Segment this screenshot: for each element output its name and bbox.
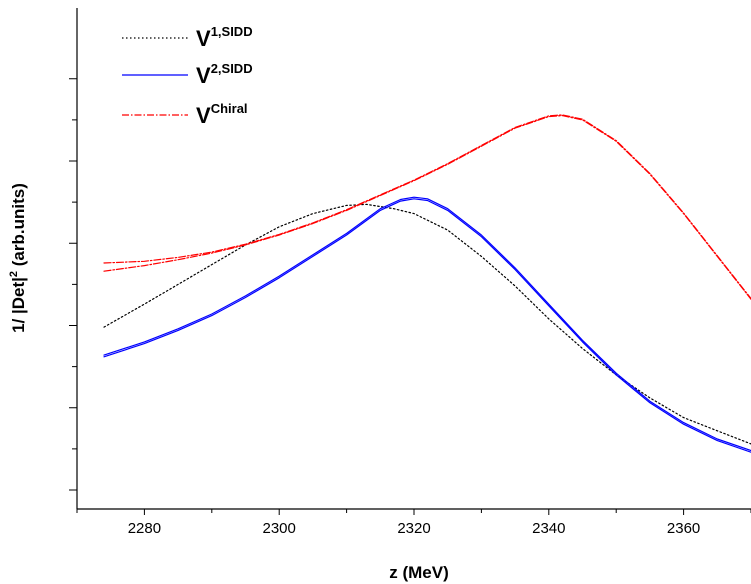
legend: V1,SIDD V2,SIDD VChiral	[122, 24, 253, 128]
axes: 2280 2300 2320 2340 2360	[69, 8, 751, 537]
y-axis-title-sup: 2	[8, 271, 20, 277]
x-tick-label: 2360	[667, 520, 700, 537]
x-tick-label: 2280	[128, 520, 161, 537]
y-axis-title-suffix: (arb.units)	[9, 183, 28, 271]
x-tick-label: 2340	[532, 520, 565, 537]
legend-label-0: V1,SIDD	[196, 24, 253, 51]
series-1-line-0	[103, 198, 751, 453]
x-tick-label: 2320	[397, 520, 430, 537]
y-axis-title: 1/ |Det|2 (arb.units)	[8, 183, 28, 333]
series-1-line-1	[103, 196, 751, 452]
series-2-line-1	[103, 114, 751, 300]
y-axis-title-prefix: 1/ |Det|	[9, 277, 28, 333]
series-2-line-0	[103, 115, 751, 300]
legend-label-2: VChiral	[196, 101, 248, 128]
series-0-line-0	[103, 203, 751, 445]
x-axis-title: z (MeV)	[389, 563, 449, 582]
legend-label-1: V2,SIDD	[196, 61, 253, 88]
x-tick-label: 2300	[263, 520, 296, 537]
plot-area	[103, 114, 751, 453]
